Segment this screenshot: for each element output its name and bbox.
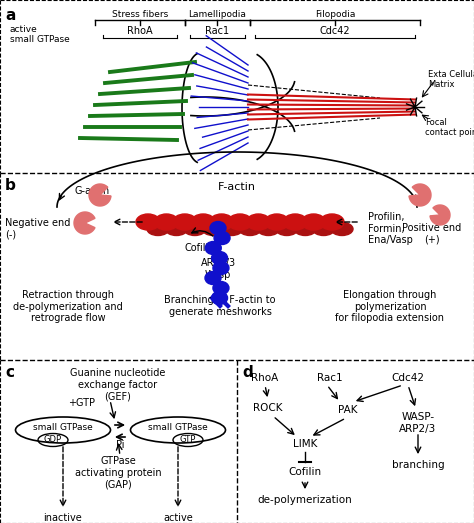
Ellipse shape — [211, 252, 228, 265]
Ellipse shape — [173, 214, 197, 230]
Text: GDP: GDP — [44, 436, 62, 445]
Text: GTPase
activating protein
(GAP): GTPase activating protein (GAP) — [75, 456, 161, 489]
Ellipse shape — [228, 214, 252, 230]
Ellipse shape — [147, 222, 169, 235]
Text: b: b — [5, 178, 16, 193]
Text: Filopodia: Filopodia — [315, 10, 355, 19]
Text: small GTPase: small GTPase — [148, 424, 208, 433]
Text: +GTP: +GTP — [69, 398, 95, 408]
Text: active: active — [163, 513, 193, 523]
Text: de-polymerization: de-polymerization — [258, 495, 352, 505]
Text: Focal
contact point: Focal contact point — [425, 118, 474, 138]
Ellipse shape — [265, 214, 289, 230]
Ellipse shape — [276, 222, 298, 235]
Text: active
small GTPase: active small GTPase — [10, 25, 70, 44]
Text: Negative end
(-): Negative end (-) — [5, 218, 70, 240]
Text: Cdc42: Cdc42 — [392, 373, 425, 383]
Ellipse shape — [165, 222, 187, 235]
Ellipse shape — [184, 222, 206, 235]
Ellipse shape — [210, 214, 234, 230]
Text: G-actin: G-actin — [75, 186, 110, 196]
Text: Profilin,
Formin,
Ena/Vasp: Profilin, Formin, Ena/Vasp — [368, 212, 413, 245]
Text: inactive: inactive — [44, 513, 82, 523]
Text: Branching of F-actin to
generate meshworks: Branching of F-actin to generate meshwor… — [164, 295, 276, 316]
Ellipse shape — [246, 214, 270, 230]
Text: Exta Cellular
Matrix: Exta Cellular Matrix — [428, 70, 474, 89]
Polygon shape — [89, 184, 111, 206]
Text: LIMK: LIMK — [293, 439, 317, 449]
Text: WASP-
ARP2/3: WASP- ARP2/3 — [400, 412, 437, 434]
Polygon shape — [430, 205, 450, 225]
Text: Guanine nucleotide
exchange factor
(GEF): Guanine nucleotide exchange factor (GEF) — [70, 368, 166, 401]
Text: a: a — [5, 8, 15, 23]
Text: Rac1: Rac1 — [317, 373, 343, 383]
Ellipse shape — [331, 222, 353, 235]
Text: ARP2/3
Wasp: ARP2/3 Wasp — [201, 258, 236, 280]
Text: Rac1: Rac1 — [205, 26, 229, 36]
Text: Lamellipodia: Lamellipodia — [189, 10, 246, 19]
Text: Pi: Pi — [116, 440, 124, 450]
Text: d: d — [242, 365, 253, 380]
Ellipse shape — [210, 222, 226, 234]
Text: Stress fibers: Stress fibers — [112, 10, 168, 19]
Text: ROCK: ROCK — [253, 403, 283, 413]
Text: RhoA: RhoA — [127, 26, 153, 36]
Text: Cdc42: Cdc42 — [319, 26, 350, 36]
Text: Cofilin: Cofilin — [185, 243, 215, 253]
Ellipse shape — [220, 222, 243, 235]
Ellipse shape — [239, 222, 261, 235]
Ellipse shape — [257, 222, 279, 235]
Ellipse shape — [191, 214, 215, 230]
Text: Cofilin: Cofilin — [289, 467, 321, 477]
Ellipse shape — [294, 222, 316, 235]
Text: small GTPase: small GTPase — [33, 424, 93, 433]
Ellipse shape — [312, 222, 335, 235]
Ellipse shape — [205, 271, 221, 285]
Ellipse shape — [155, 214, 178, 230]
Ellipse shape — [205, 242, 221, 255]
Text: Retraction through
de-polymerization and
retrograde flow: Retraction through de-polymerization and… — [13, 290, 123, 323]
Text: PAK: PAK — [338, 405, 358, 415]
Ellipse shape — [283, 214, 307, 230]
Ellipse shape — [202, 222, 224, 235]
Polygon shape — [409, 184, 431, 206]
Ellipse shape — [213, 262, 229, 275]
Text: c: c — [5, 365, 14, 380]
Ellipse shape — [301, 214, 326, 230]
Ellipse shape — [211, 291, 228, 304]
Text: Positive end
(+): Positive end (+) — [402, 223, 462, 245]
Ellipse shape — [213, 281, 229, 294]
Ellipse shape — [320, 214, 344, 230]
Polygon shape — [74, 212, 95, 234]
Text: GTP: GTP — [180, 436, 196, 445]
Text: branching: branching — [392, 460, 444, 470]
Text: F-actin: F-actin — [218, 182, 256, 192]
Text: Elongation through
polymerization
for filopodia extension: Elongation through polymerization for fi… — [336, 290, 445, 323]
Ellipse shape — [136, 214, 160, 230]
Ellipse shape — [214, 232, 230, 244]
Text: RhoA: RhoA — [251, 373, 279, 383]
